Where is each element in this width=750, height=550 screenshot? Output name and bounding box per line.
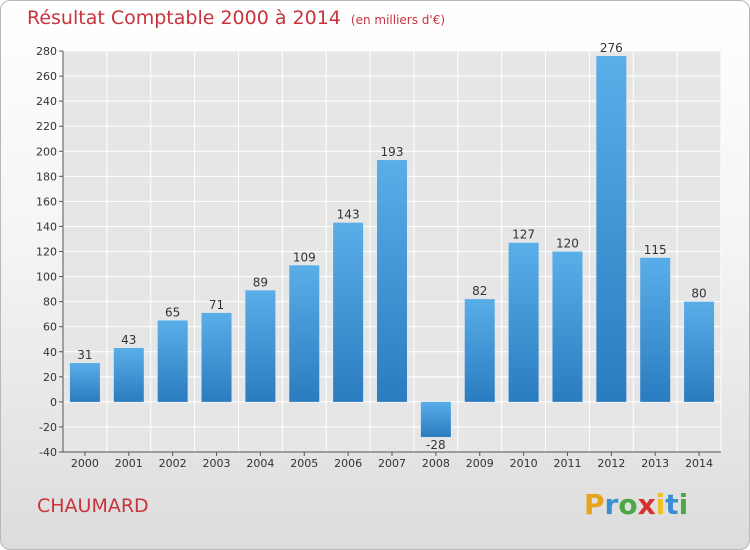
x-tick-label-2001: 2001 [115,457,143,470]
bar-2004 [245,290,276,402]
logo-letter: o [618,488,638,521]
y-tick-label: 200 [36,145,57,158]
logo-letter: i [678,488,689,521]
data-label-2003: 71 [209,298,224,312]
x-tick-label-2002: 2002 [159,457,187,470]
data-label-2013: 115 [644,243,667,257]
y-tick-labels: -40 -20 0 20 40 60 80 100 120 140 160 180 200 220 240 2… [36,45,57,459]
x-tick-label-2010: 2010 [510,457,538,470]
x-tick-label-2012: 2012 [597,457,625,470]
y-tick-label: 40 [43,346,57,359]
data-label-2012: 276 [600,41,623,55]
bar-2009 [464,299,495,402]
x-tick-label-2003: 2003 [203,457,231,470]
y-tick-label: 60 [43,321,57,334]
data-label-2009: 82 [472,284,487,298]
data-label-2008: -28 [426,438,446,452]
x-tick-label-2007: 2007 [378,457,406,470]
bar-2000 [69,363,100,402]
bar-2014 [684,301,715,402]
bar-2008 [420,401,451,437]
x-tick-label-2004: 2004 [246,457,274,470]
x-tick-label-2000: 2000 [71,457,99,470]
y-tick-label: 220 [36,120,57,133]
bar-2013 [640,257,671,402]
bar-2010 [508,242,539,402]
data-label-2005: 109 [293,250,316,264]
y-tick-label: 0 [50,396,57,409]
data-label-2004: 89 [253,275,268,289]
bars [69,56,715,437]
x-tick-label-2009: 2009 [466,457,494,470]
data-label-2002: 65 [165,305,180,319]
bar-2005 [289,265,320,402]
y-tick-label: 180 [36,170,57,183]
data-label-2007: 193 [381,145,404,159]
x-tick-label-2005: 2005 [290,457,318,470]
logo-letter: r [604,488,619,521]
bar-2011 [552,251,583,402]
x-tick-label-2013: 2013 [641,457,669,470]
bar-2007 [377,160,407,402]
y-tick-label: 80 [43,296,57,309]
logo-letter: t [665,488,679,521]
y-tick-label: 20 [43,371,57,384]
chart-title: Résultat Comptable 2000 à 2014 [27,7,341,29]
bar-2012 [596,56,627,402]
x-tick-label-2014: 2014 [685,457,713,470]
place-name: CHAUMARD [37,495,149,517]
data-label-2010: 127 [512,228,535,242]
y-tick-label: 280 [36,45,57,58]
y-tick-label: 160 [36,195,57,208]
y-tick-label: -20 [39,421,57,434]
bar-2003 [201,312,232,402]
logo-letter: i [655,488,666,521]
data-label-2011: 120 [556,237,579,251]
bar-2006 [333,222,364,402]
data-label-2000: 31 [77,348,92,362]
y-tick-label: -40 [39,446,57,459]
x-tick-labels: 2000 2001 2002 2003 2004 2005 2006 2007 2008 2009… [71,452,713,470]
y-tick-label: 120 [36,246,57,259]
y-tick-label: 100 [36,271,57,284]
logo-letter: x [637,488,656,521]
x-tick-label-2006: 2006 [334,457,362,470]
y-tick-label: 140 [36,220,57,233]
logo-letter: P [584,488,605,521]
chart-subtitle: (en milliers d'€) [350,13,446,27]
bar-2002 [157,320,188,402]
x-tick-label-2011: 2011 [553,457,581,470]
data-labels: 31 43 65 71 89 109 143 193 -28 82 127 120 276 115 80 [77,41,706,452]
title-row: Résultat Comptable 2000 à 2014 (en millie… [27,7,445,29]
data-label-2006: 143 [337,208,360,222]
y-tick-label: 240 [36,95,57,108]
bar-2001 [113,347,144,402]
data-label-2014: 80 [691,287,706,301]
y-tick-label: 260 [36,70,57,83]
x-tick-label-2008: 2008 [422,457,450,470]
proxiti-logo: Proxiti [584,488,688,521]
data-label-2001: 43 [121,333,136,347]
